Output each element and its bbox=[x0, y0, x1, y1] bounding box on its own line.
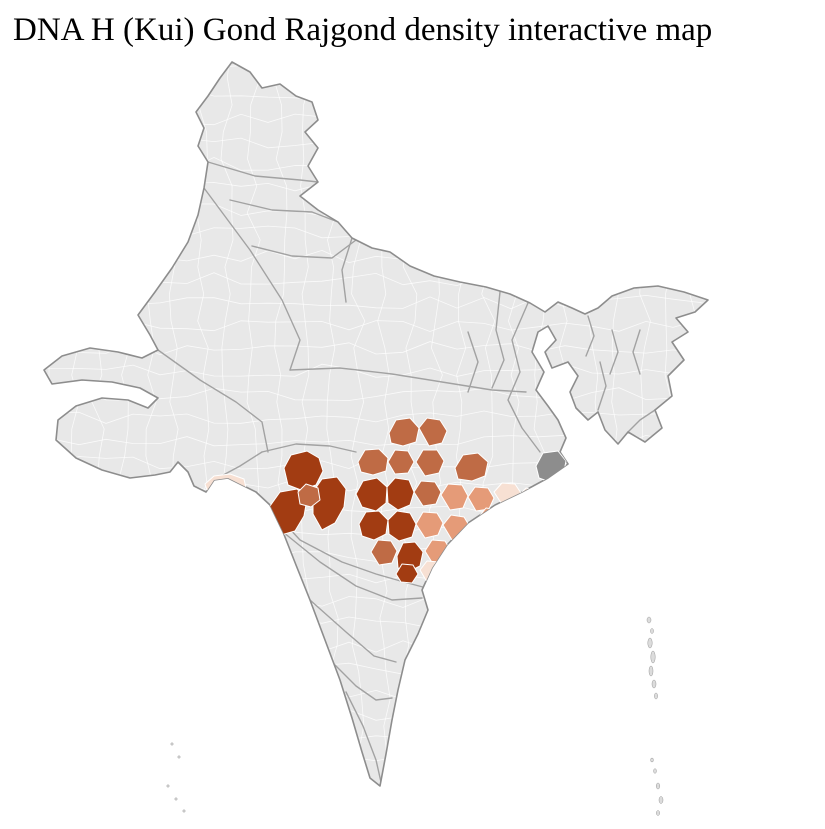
state-border-line bbox=[491, 291, 505, 389]
island bbox=[177, 755, 181, 759]
island bbox=[650, 650, 656, 664]
island bbox=[646, 616, 652, 624]
district-region[interactable] bbox=[450, 536, 478, 561]
island bbox=[654, 692, 658, 700]
district-region[interactable] bbox=[386, 477, 415, 511]
state-border-line bbox=[609, 329, 619, 375]
island bbox=[650, 757, 654, 763]
island bbox=[653, 768, 657, 774]
state-border-line bbox=[467, 522, 513, 553]
district-region[interactable] bbox=[388, 417, 420, 447]
state-border-line bbox=[207, 161, 319, 183]
state-border-line bbox=[597, 361, 607, 411]
map-title: DNA H (Kui) Gond Rajgond density interac… bbox=[13, 12, 713, 48]
state-border-line bbox=[345, 691, 382, 783]
island bbox=[182, 809, 186, 813]
district-region[interactable] bbox=[467, 486, 495, 512]
island bbox=[174, 797, 178, 801]
state-border-line bbox=[251, 239, 357, 259]
island bbox=[655, 782, 661, 790]
state-border-line bbox=[507, 302, 541, 453]
state-border-line bbox=[289, 367, 527, 393]
district-region[interactable] bbox=[387, 449, 415, 475]
state-border-line bbox=[467, 331, 479, 393]
district-region[interactable] bbox=[415, 511, 444, 539]
district-region[interactable] bbox=[358, 510, 389, 541]
state-border-line bbox=[331, 661, 393, 701]
district-region[interactable] bbox=[418, 417, 448, 447]
island bbox=[647, 637, 653, 649]
district-region[interactable] bbox=[312, 476, 347, 531]
island bbox=[648, 665, 654, 677]
district-region[interactable] bbox=[297, 483, 321, 508]
island bbox=[166, 784, 170, 788]
state-border-line bbox=[309, 599, 397, 663]
district-region[interactable] bbox=[440, 483, 469, 511]
district-region[interactable] bbox=[415, 449, 445, 477]
island bbox=[651, 679, 657, 689]
district-region[interactable] bbox=[283, 450, 324, 491]
state-border-line bbox=[157, 349, 269, 453]
state-border-line bbox=[282, 531, 423, 601]
district-region[interactable] bbox=[395, 563, 419, 584]
state-border-line bbox=[627, 409, 656, 433]
district-region[interactable] bbox=[413, 480, 442, 507]
island bbox=[650, 628, 654, 634]
state-border-line bbox=[632, 329, 641, 375]
island-chains bbox=[166, 616, 664, 816]
district-region[interactable] bbox=[387, 510, 417, 542]
state-border-line bbox=[341, 237, 353, 303]
district-region[interactable] bbox=[355, 477, 388, 512]
district-region[interactable] bbox=[454, 452, 489, 482]
district-region[interactable] bbox=[357, 448, 389, 476]
districts-density-high bbox=[297, 417, 489, 566]
state-border-line bbox=[229, 199, 339, 223]
state-border-line bbox=[261, 443, 357, 453]
state-border-line bbox=[203, 187, 301, 371]
state-border-line bbox=[585, 315, 595, 357]
district-region[interactable] bbox=[370, 539, 398, 566]
island bbox=[658, 796, 664, 804]
island bbox=[170, 742, 174, 746]
island bbox=[656, 810, 660, 816]
india-landmass bbox=[44, 62, 708, 786]
